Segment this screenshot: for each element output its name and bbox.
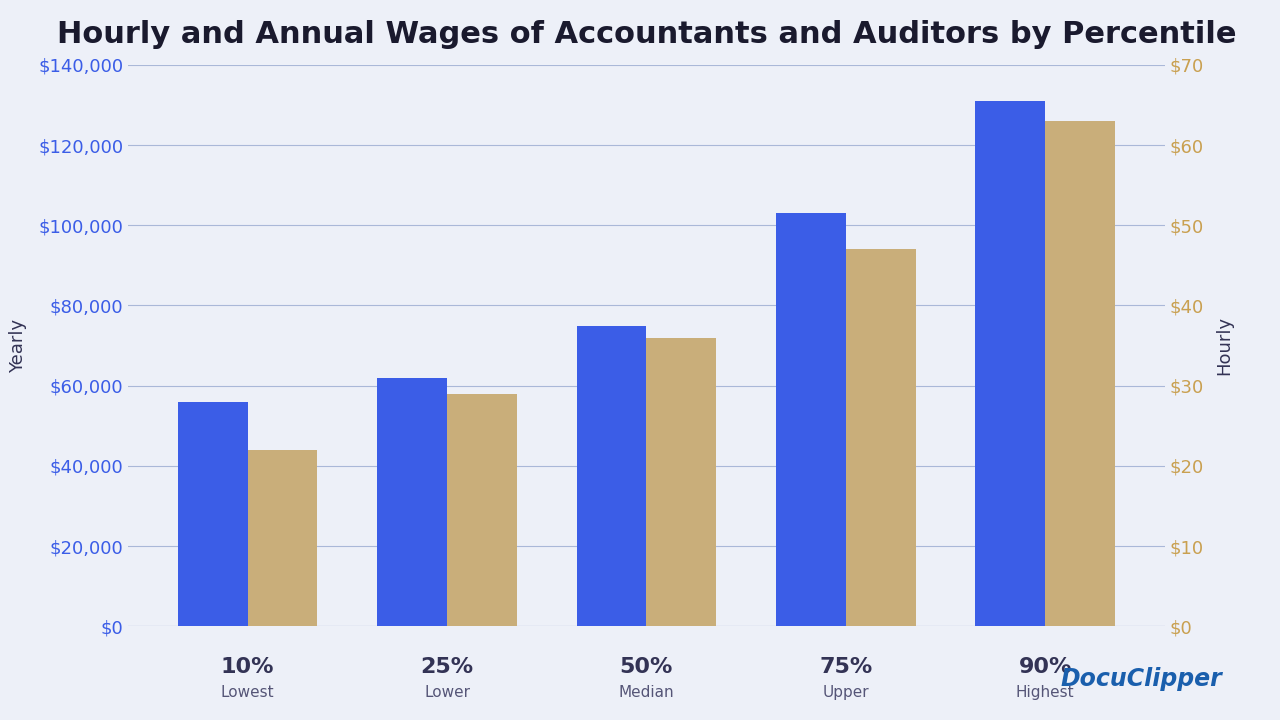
- Text: Lowest: Lowest: [221, 685, 274, 700]
- Text: Median: Median: [618, 685, 675, 700]
- Bar: [447, 394, 517, 626]
- Bar: [646, 338, 717, 626]
- Bar: [247, 450, 317, 626]
- Text: Lower: Lower: [424, 685, 470, 700]
- Bar: [776, 213, 846, 626]
- Y-axis label: Hourly: Hourly: [1215, 316, 1233, 375]
- Y-axis label: Yearly: Yearly: [9, 318, 27, 373]
- Title: Hourly and Annual Wages of Accountants and Auditors by Percentile: Hourly and Annual Wages of Accountants a…: [56, 19, 1236, 48]
- Bar: [975, 101, 1046, 626]
- Bar: [576, 325, 646, 626]
- Bar: [846, 249, 915, 626]
- Bar: [1046, 121, 1115, 626]
- Text: 10%: 10%: [221, 657, 274, 677]
- Text: Upper: Upper: [823, 685, 869, 700]
- Text: 75%: 75%: [819, 657, 873, 677]
- Text: DocuClipper: DocuClipper: [1061, 667, 1222, 691]
- Text: 50%: 50%: [620, 657, 673, 677]
- Bar: [178, 402, 247, 626]
- Text: 25%: 25%: [420, 657, 474, 677]
- Text: Highest: Highest: [1016, 685, 1074, 700]
- Text: 90%: 90%: [1019, 657, 1071, 677]
- Bar: [378, 378, 447, 626]
